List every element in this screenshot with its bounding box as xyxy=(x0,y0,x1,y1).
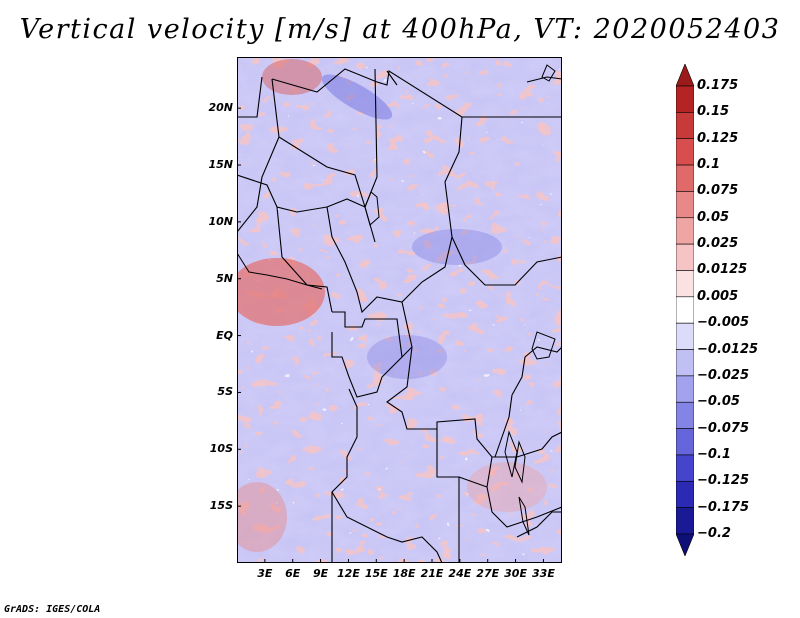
colorbar-box xyxy=(676,112,694,140)
lon-tick-label: 18E xyxy=(392,567,416,580)
grads-credit: GrADS: IGES/COLA xyxy=(4,604,101,615)
lake-outlines xyxy=(237,64,556,536)
colorbar-level-label: −0.1 xyxy=(697,446,731,462)
colorbar-level-label: −0.025 xyxy=(697,367,750,383)
colorbar-box xyxy=(676,507,694,535)
colorbar-box xyxy=(676,375,694,403)
lat-tick-label: 5N xyxy=(216,271,233,285)
uplift-region xyxy=(467,462,547,512)
colorbar-box xyxy=(676,428,694,456)
colorbar-level-label: −0.0125 xyxy=(697,341,759,357)
lat-tick-label: 15N xyxy=(208,158,233,172)
uplift-region xyxy=(237,482,287,552)
colorbar-box xyxy=(676,349,694,377)
colorbar-level-label: 0.125 xyxy=(697,130,739,146)
lat-tick-label: EQ xyxy=(216,328,233,342)
colorbar-box xyxy=(676,270,694,298)
uplift-region xyxy=(237,258,325,326)
lon-tick-label: 27E xyxy=(476,567,500,580)
colorbar-box xyxy=(676,243,694,271)
lon-tick-label: 6E xyxy=(285,567,301,580)
axis-ticks xyxy=(237,107,544,563)
colorbar-box xyxy=(676,217,694,245)
colorbar-box xyxy=(676,454,694,482)
map-title: Vertical velocity [m/s] at 400hPa, VT: 2… xyxy=(19,14,781,45)
colorbar-level-label: −0.2 xyxy=(697,526,731,541)
vertical-velocity-field xyxy=(237,57,562,563)
subsidence-region xyxy=(321,74,393,120)
lon-tick-label: 24E xyxy=(448,567,472,580)
lat-tick-label: 10S xyxy=(209,442,233,456)
lat-tick-label: 5S xyxy=(217,385,233,399)
lon-tick-label: 15E xyxy=(364,567,388,580)
colorbar xyxy=(676,64,694,556)
colorbar-box xyxy=(676,138,694,166)
colorbar-level-label: −0.125 xyxy=(697,473,750,489)
lon-tick-label: 9E xyxy=(312,567,329,580)
lon-tick-label: 12E xyxy=(337,567,360,580)
colorbar-level-label: 0.15 xyxy=(697,104,730,120)
colorbar-box xyxy=(676,480,694,508)
colorbar-level-label: 0.025 xyxy=(697,236,739,252)
lat-tick-label: 10N xyxy=(208,214,233,228)
lon-tick-label: 33E xyxy=(532,567,555,580)
colorbar-level-label: 0.175 xyxy=(697,78,739,93)
colorbar-top-triangle xyxy=(676,64,694,87)
colorbar-level-label: −0.05 xyxy=(697,394,740,410)
map-panel xyxy=(237,57,562,563)
colorbar-box xyxy=(676,401,694,429)
colorbar-level-label: −0.005 xyxy=(697,315,750,331)
colorbar-level-label: 0.05 xyxy=(697,209,730,225)
subsidence-region xyxy=(367,335,447,379)
lat-tick-label: 20N xyxy=(208,101,233,115)
colorbar-bottom-triangle xyxy=(676,533,694,556)
colorbar-level-label: −0.175 xyxy=(697,499,750,515)
map-frame xyxy=(237,57,562,563)
colorbar-level-label: 0.005 xyxy=(697,288,739,304)
lon-tick-label: 21E xyxy=(420,567,444,580)
lat-tick-label: 15S xyxy=(209,499,233,513)
colorbar-box xyxy=(676,191,694,219)
uplift-region xyxy=(262,59,322,95)
colorbar-level-label: 0.075 xyxy=(697,183,739,199)
lon-tick-label: 3E xyxy=(257,567,273,580)
colorbar-level-label: 0.0125 xyxy=(697,262,748,278)
colorbar-level-label: −0.075 xyxy=(697,420,750,436)
lon-tick-label: 30E xyxy=(504,567,527,580)
colorbar-box xyxy=(676,85,694,113)
colorbar-box xyxy=(676,296,694,324)
colorbar-level-label: 0.1 xyxy=(697,157,721,173)
colorbar-box xyxy=(676,322,694,350)
colorbar-box xyxy=(676,164,694,192)
